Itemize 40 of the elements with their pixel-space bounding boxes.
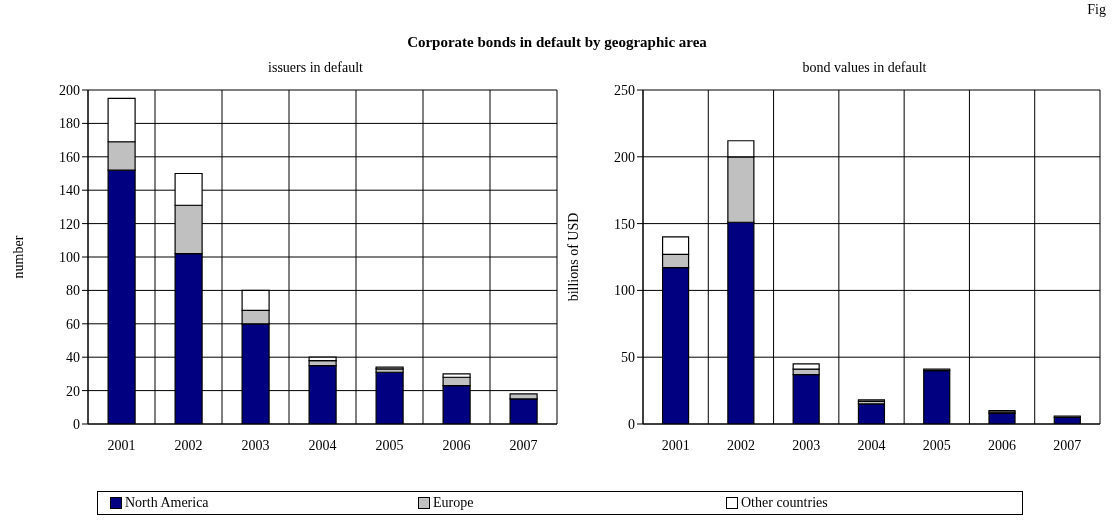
y-tick-label: 60 (66, 316, 80, 332)
x-tick-label: 2003 (792, 437, 821, 453)
text: Fig (1087, 2, 1106, 18)
x-tick-label: 2006 (442, 437, 471, 453)
x-tick-label: 2007 (509, 437, 538, 453)
y-tick-label: 100 (614, 283, 635, 299)
y-tick-label: 250 (614, 82, 635, 98)
legend-label: Other countries (741, 495, 828, 511)
y-tick-label: 80 (66, 283, 80, 299)
chart-subtitle: issuers in default (267, 60, 364, 77)
y-tick-label: 120 (59, 216, 80, 232)
y-tick-label: 200 (59, 82, 80, 98)
x-tick-label: 2006 (988, 437, 1017, 453)
x-tick-label: 2005 (375, 437, 404, 453)
legend-label: North America (125, 495, 209, 511)
y-tick-label: 40 (66, 350, 80, 366)
x-tick-label: 2003 (241, 437, 270, 453)
x-tick-label: 2004 (308, 437, 337, 453)
x-tick-label: 2001 (107, 437, 136, 453)
y-tick-label: 50 (621, 350, 635, 366)
y-axis-title: billions of USD (565, 212, 581, 302)
y-tick-label: 20 (66, 383, 80, 399)
x-tick-label: 2007 (1053, 437, 1082, 453)
x-tick-label: 2005 (922, 437, 951, 453)
y-tick-label: 160 (59, 149, 80, 165)
x-tick-label: 2002 (174, 437, 203, 453)
x-tick-label: 2004 (857, 437, 886, 453)
y-axis-title: number (10, 235, 26, 279)
y-tick-label: 180 (59, 116, 80, 132)
x-tick-label: 2001 (661, 437, 690, 453)
y-tick-label: 200 (614, 149, 635, 165)
legend-label: Europe (433, 495, 474, 511)
x-tick-label: 2002 (726, 437, 755, 453)
chart-title: Corporate bonds in default by geographic area (407, 34, 707, 50)
y-tick-label: 150 (614, 216, 635, 232)
y-tick-label: 140 (59, 183, 80, 199)
y-tick-label: 0 (628, 416, 635, 432)
chart-subtitle: bond values in default (801, 60, 928, 77)
y-tick-label: 100 (59, 249, 80, 265)
y-tick-label: 0 (73, 416, 80, 432)
